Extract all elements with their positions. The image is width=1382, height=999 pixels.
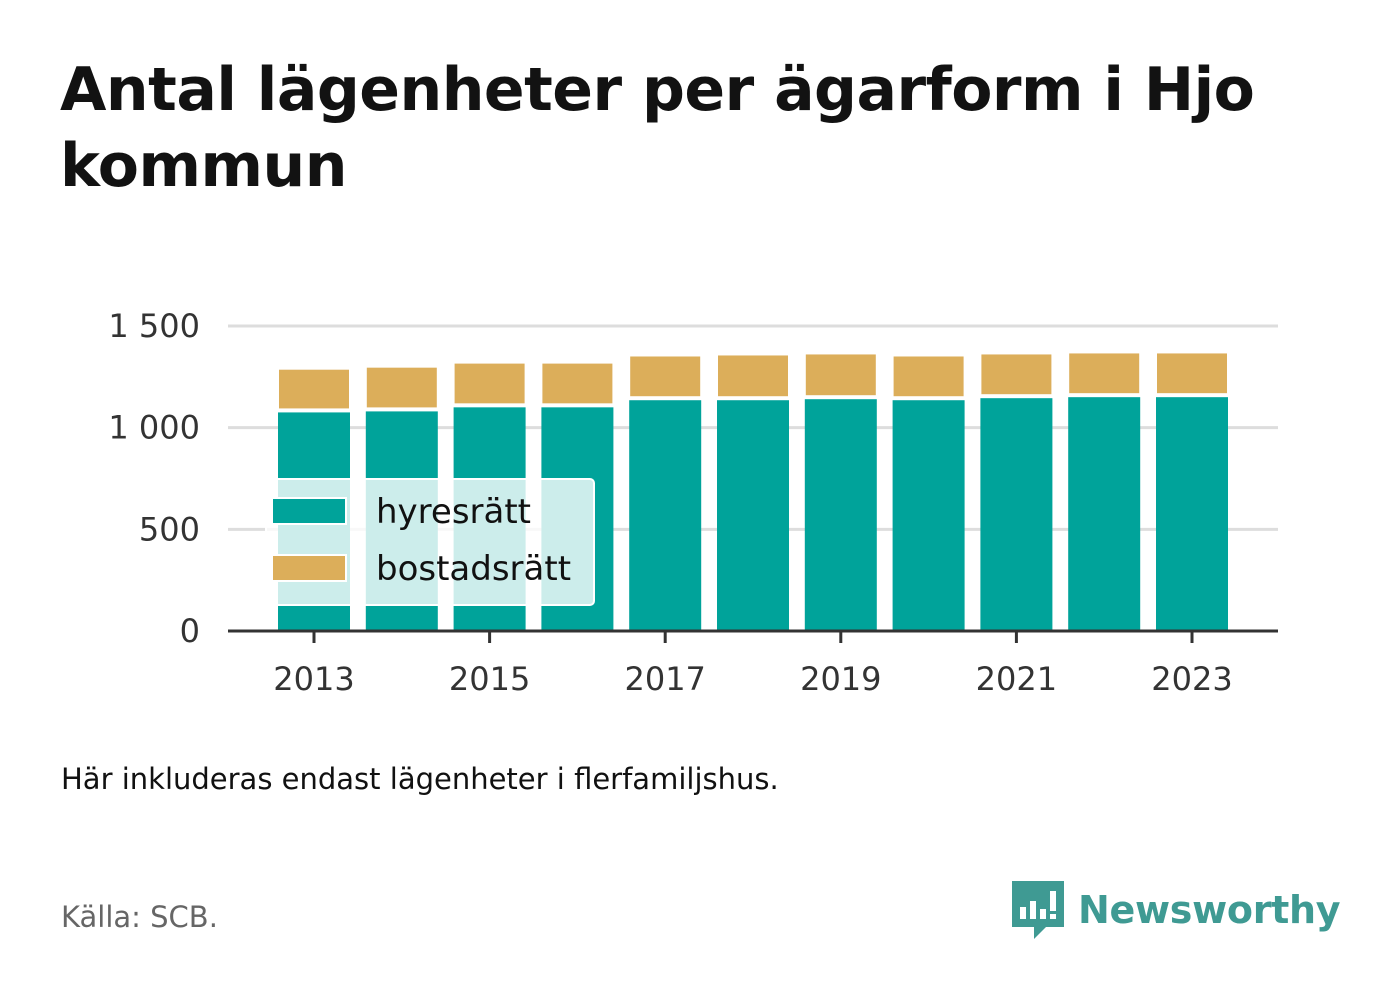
bar-hyresratt bbox=[1156, 397, 1228, 631]
chart-title: Antal lägenheter per ägarform i Hjo komm… bbox=[60, 55, 1255, 201]
chart-note: Här inkluderas endast lägenheter i flerf… bbox=[61, 762, 779, 796]
bar-hyresratt bbox=[892, 400, 965, 631]
brand-name: Newsworthy bbox=[1078, 888, 1341, 932]
legend: hyresrätt bostadsrätt bbox=[265, 478, 595, 606]
source-label: Källa: SCB. bbox=[61, 900, 218, 934]
y-tick-label: 1 500 bbox=[108, 307, 200, 345]
bar-bostadsratt bbox=[364, 365, 439, 410]
legend-box bbox=[265, 478, 595, 606]
x-tick-label: 2015 bbox=[449, 660, 530, 698]
bar-bostadsratt bbox=[803, 352, 878, 398]
bar-hyresratt bbox=[1068, 397, 1141, 631]
legend-label: hyresrätt bbox=[376, 492, 531, 532]
legend-swatch bbox=[271, 497, 347, 525]
legend-swatch bbox=[271, 554, 347, 582]
x-tick-label: 2017 bbox=[624, 660, 705, 698]
x-tick-label: 2023 bbox=[1151, 660, 1232, 698]
bar-bostadsratt bbox=[716, 353, 790, 399]
bar-bostadsratt bbox=[891, 354, 966, 399]
bar-bostadsratt bbox=[277, 367, 351, 411]
bar-bostadsratt bbox=[1155, 351, 1229, 396]
x-tick-label: 2021 bbox=[976, 660, 1057, 698]
bar-hyresratt bbox=[804, 399, 877, 631]
legend-label: bostadsrätt bbox=[376, 549, 571, 589]
bar-bostadsratt bbox=[452, 361, 527, 406]
x-tick-labels: 2013 2015 2017 2019 2021 2023 bbox=[273, 660, 1232, 698]
bar-bostadsratt bbox=[628, 354, 703, 399]
y-tick-label: 1 000 bbox=[108, 409, 200, 447]
newsworthy-logo-icon bbox=[1012, 881, 1064, 939]
bar-hyresratt bbox=[629, 400, 702, 631]
bar-bostadsratt bbox=[540, 361, 615, 406]
bar-bostadsratt bbox=[1067, 351, 1142, 396]
x-axis bbox=[228, 629, 1278, 643]
y-tick-labels: 0 500 1 000 1 500 bbox=[108, 307, 200, 650]
bar-bostadsratt bbox=[979, 352, 1054, 397]
x-tick-label: 2019 bbox=[800, 660, 881, 698]
brand-logo[interactable]: Newsworthy bbox=[1010, 878, 1341, 942]
y-tick-label: 0 bbox=[180, 612, 200, 650]
bar-hyresratt bbox=[980, 398, 1053, 631]
bar-hyresratt bbox=[717, 400, 789, 631]
y-tick-label: 500 bbox=[139, 510, 200, 548]
x-tick-label: 2013 bbox=[273, 660, 354, 698]
